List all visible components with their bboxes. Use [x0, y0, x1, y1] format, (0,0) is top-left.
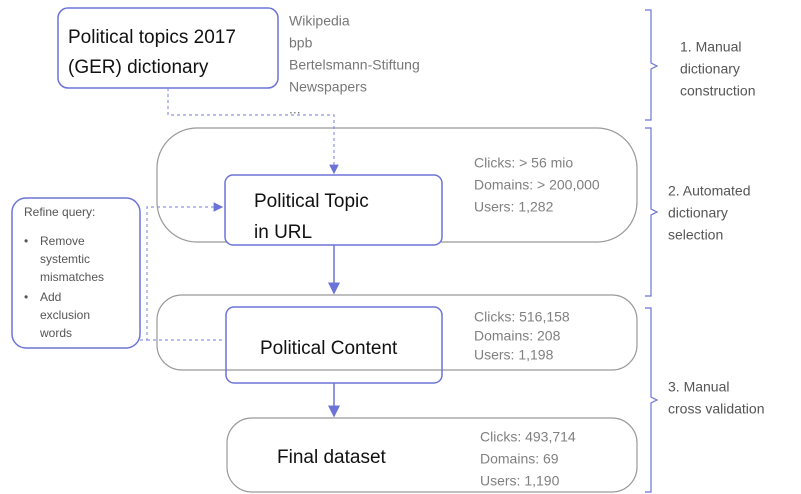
bullet: •: [24, 234, 28, 248]
refine-item: Remove: [40, 234, 85, 248]
stat: Clicks: 493,714: [480, 429, 576, 445]
refine-item: systemtic: [40, 252, 90, 266]
refine-item: mismatches: [40, 270, 104, 284]
dashed-arrow: [167, 88, 339, 175]
phase-label: 3. Manual: [668, 379, 729, 395]
stat: Users: 1,190: [480, 473, 560, 489]
stage-3-container: [226, 417, 638, 493]
node-label: Final dataset: [277, 447, 387, 468]
source: Newspapers: [289, 79, 367, 95]
stat: Clicks: > 56 mio: [474, 155, 573, 171]
node-label: (GER) dictionary: [68, 57, 209, 78]
dashed-arrow: [140, 202, 224, 341]
phase-label: construction: [680, 83, 755, 99]
phase-label: dictionary: [680, 61, 740, 77]
refine-item: words: [39, 326, 72, 340]
refine-item: exclusion: [40, 308, 90, 322]
refine-title: Refine query:: [24, 205, 95, 219]
refine-item: Add: [40, 290, 61, 304]
source: bpb: [289, 35, 313, 51]
node-label: Political topics 2017: [68, 27, 236, 48]
node-label: in URL: [254, 222, 312, 243]
phase-label: 2. Automated: [668, 183, 751, 199]
bracket: [645, 9, 659, 121]
node-label: Political Content: [260, 338, 398, 359]
node-label: Political Topic: [254, 191, 369, 212]
stat: Domains: 69: [480, 451, 559, 467]
refine-box: [11, 197, 141, 349]
phase-label: cross validation: [668, 401, 765, 417]
phase-label: 1. Manual: [680, 39, 741, 55]
source: Bertelsmann-Stiftung: [289, 57, 420, 73]
bracket: [645, 127, 659, 297]
bracket: [645, 307, 659, 493]
stat: Domains: 208: [474, 328, 561, 344]
stage-2-container: [156, 294, 638, 371]
source: ...: [289, 101, 301, 117]
phase-label: selection: [668, 227, 723, 243]
stat: Users: 1,282: [474, 199, 554, 215]
source: Wikipedia: [289, 13, 350, 29]
stat: Domains: > 200,000: [474, 177, 600, 193]
phase-label: dictionary: [668, 205, 728, 221]
stat: Clicks: 516,158: [474, 309, 570, 325]
bullet: •: [24, 290, 28, 304]
stat: Users: 1,198: [474, 347, 554, 363]
